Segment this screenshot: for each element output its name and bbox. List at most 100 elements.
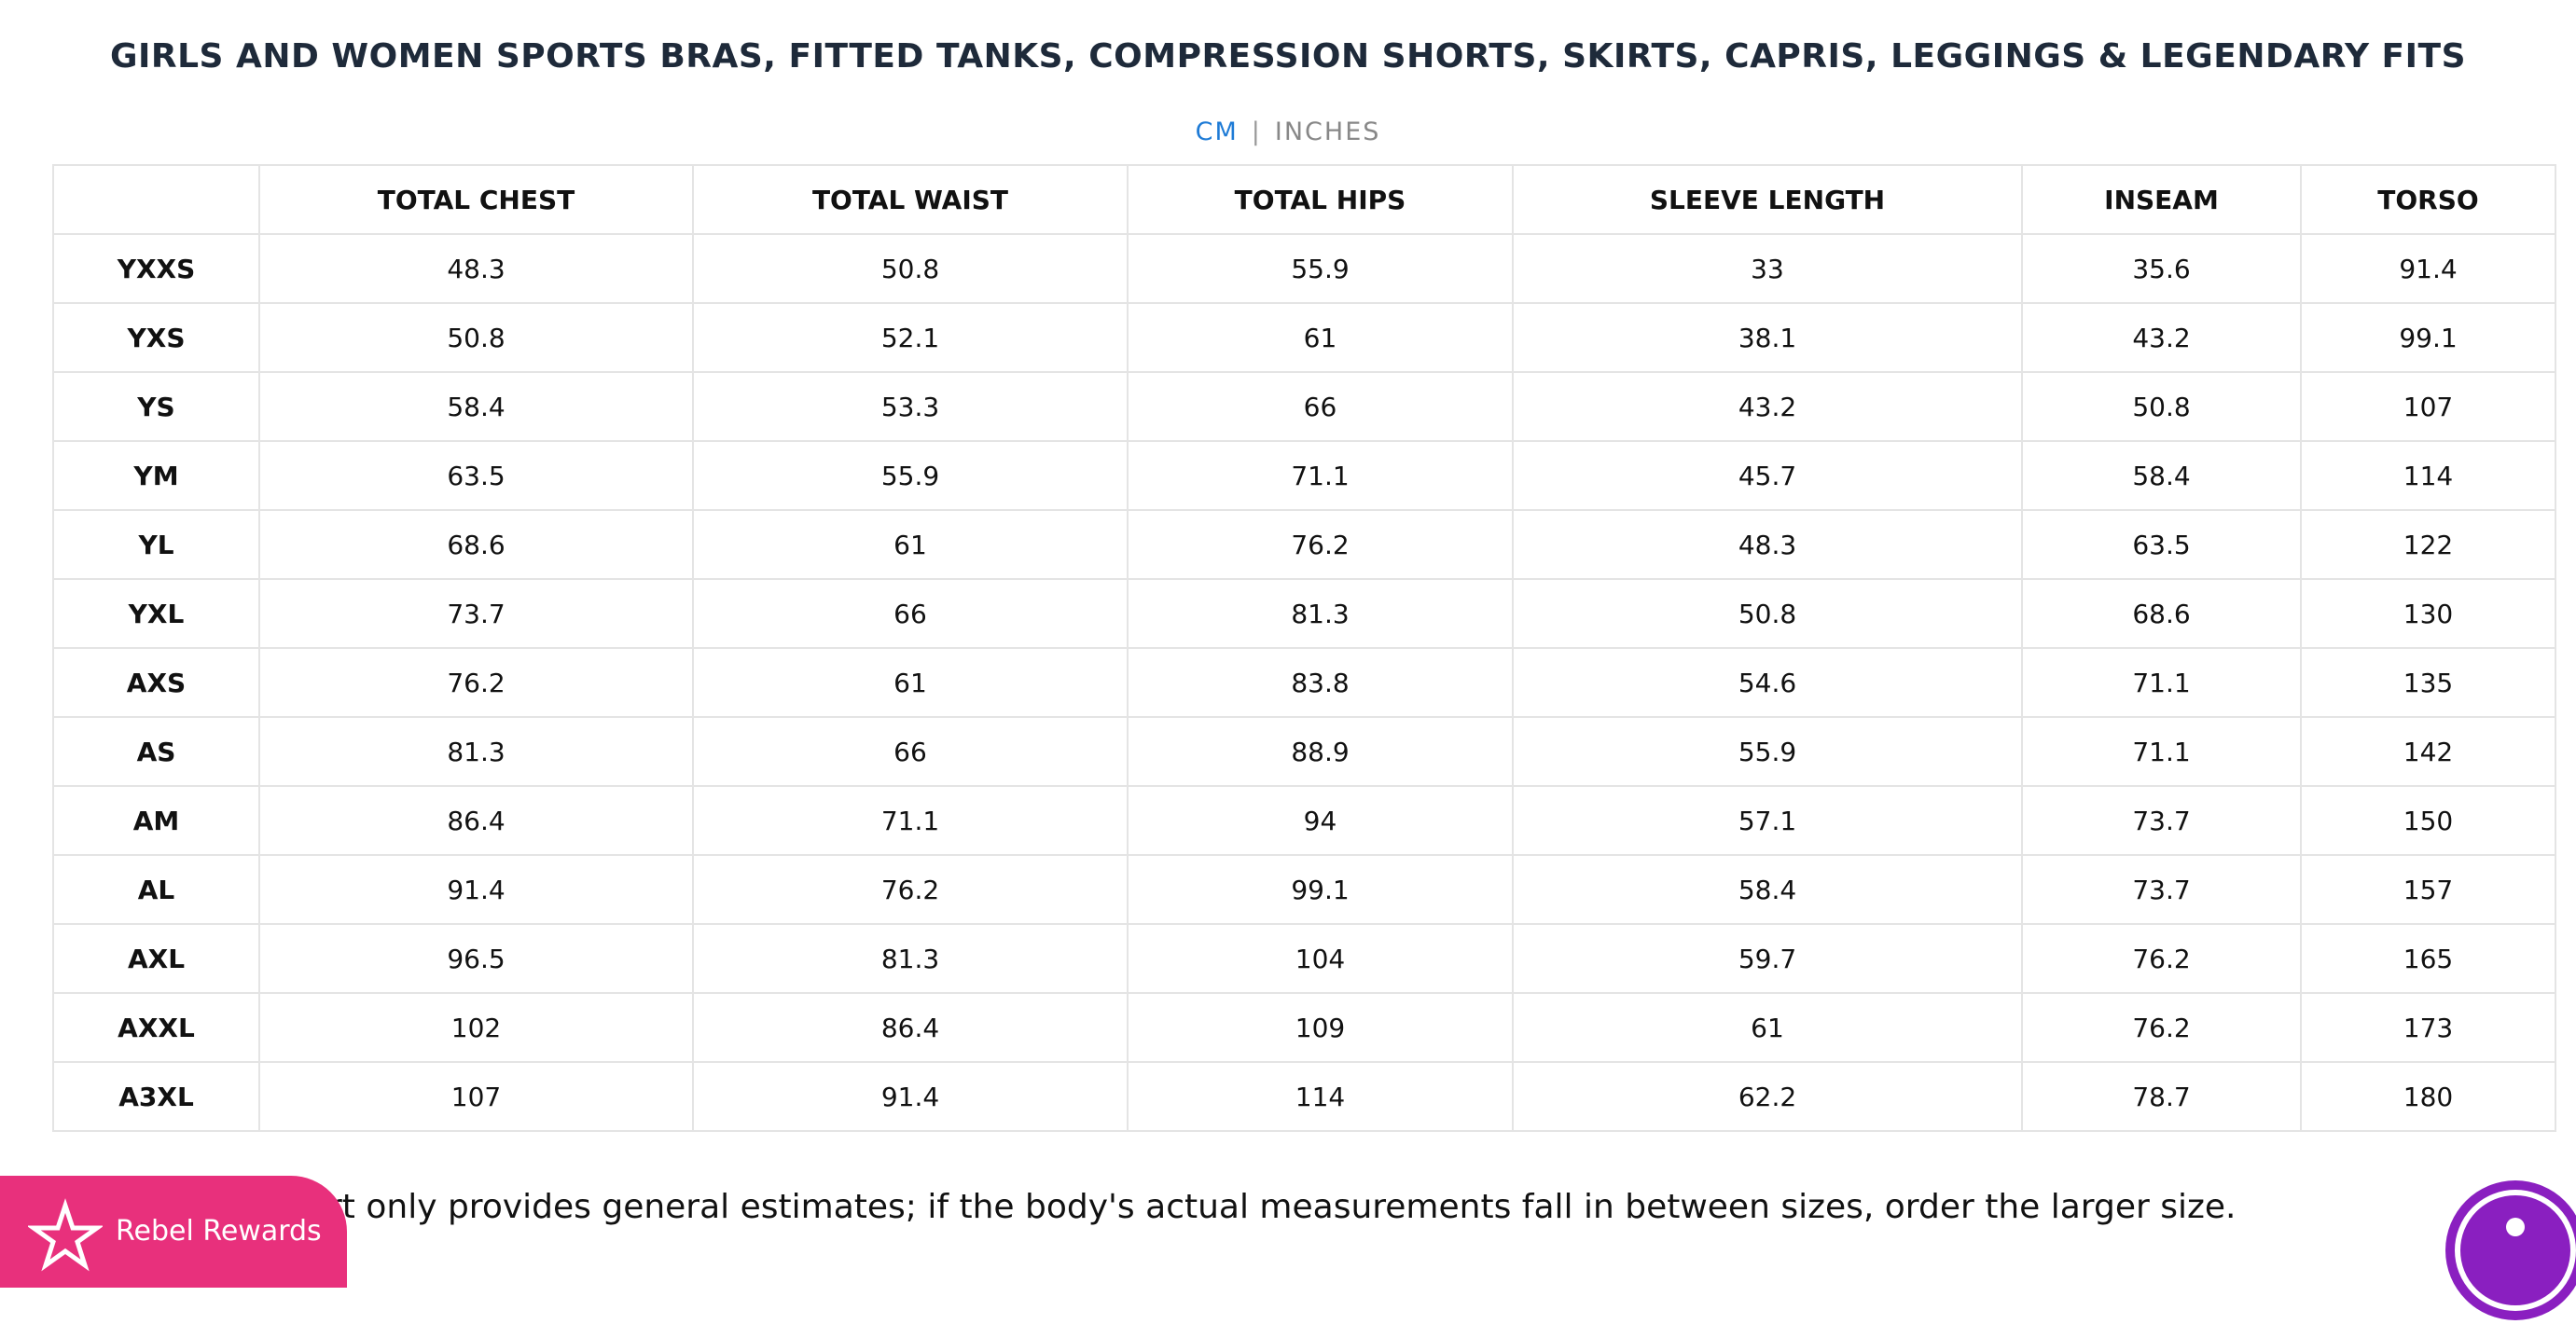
header-row: TOTAL CHEST TOTAL WAIST TOTAL HIPS SLEEVE L… (52, 164, 2556, 235)
cell: 114 (1127, 1061, 1514, 1132)
size-label: AXXL (52, 992, 260, 1063)
cell: 55.9 (692, 440, 1129, 511)
column-header: TOTAL WAIST (692, 164, 1129, 235)
cell: 122 (2300, 509, 2556, 580)
column-header: TOTAL HIPS (1127, 164, 1514, 235)
cell: 50.8 (258, 302, 694, 373)
cell: 114 (2300, 440, 2556, 511)
cell: 48.3 (1512, 509, 2023, 580)
cell: 58.4 (2021, 440, 2302, 511)
cell: 61 (692, 509, 1129, 580)
table-row: YL 68.6 61 76.2 48.3 63.5 122 (52, 509, 2556, 580)
cell: 107 (2300, 371, 2556, 442)
cell: 78.7 (2021, 1061, 2302, 1132)
page: GIRLS AND WOMEN SPORTS BRAS, FITTED TANK… (0, 37, 2576, 1320)
size-label: AL (52, 854, 260, 925)
cell: 165 (2300, 923, 2556, 994)
cell: 43.2 (1512, 371, 2023, 442)
note: rt only provides general estimates; if t… (328, 1188, 2237, 1226)
cell: 50.8 (1512, 578, 2023, 649)
cell: 99.1 (2300, 302, 2556, 373)
cell: 76.2 (2021, 992, 2302, 1063)
column-header (52, 164, 260, 235)
cell: 57.1 (1512, 785, 2023, 856)
column-header: TORSO (2300, 164, 2556, 235)
cell: 71.1 (1127, 440, 1514, 511)
cell: 62.2 (1512, 1061, 2023, 1132)
cell: 71.1 (2021, 716, 2302, 787)
cell: 76.2 (258, 647, 694, 718)
cell: 50.8 (692, 233, 1129, 304)
size-label: AS (52, 716, 260, 787)
size-label: YS (52, 371, 260, 442)
cell: 150 (2300, 785, 2556, 856)
cell: 53.3 (692, 371, 1129, 442)
cell: 66 (692, 716, 1129, 787)
cell: 81.3 (692, 923, 1129, 994)
cell: 107 (258, 1061, 694, 1132)
cell: 68.6 (258, 509, 694, 580)
cell: 35.6 (2021, 233, 2302, 304)
unit-inches[interactable]: INCHES (1274, 117, 1381, 146)
cell: 157 (2300, 854, 2556, 925)
cell: 61 (1127, 302, 1514, 373)
cell: 88.9 (1127, 716, 1514, 787)
cell: 130 (2300, 578, 2556, 649)
cell: 66 (1127, 371, 1514, 442)
help-button[interactable] (2445, 1180, 2576, 1320)
table-row: YXS 50.8 52.1 61 38.1 43.2 99.1 (52, 302, 2556, 373)
rewards-label: Rebel Rewards (116, 1215, 322, 1248)
table-row: AXS 76.2 61 83.8 54.6 71.1 135 (52, 647, 2556, 718)
title: GIRLS AND WOMEN SPORTS BRAS, FITTED TANK… (109, 37, 2467, 76)
cell: 73.7 (2021, 785, 2302, 856)
cell: 104 (1127, 923, 1514, 994)
cell: 173 (2300, 992, 2556, 1063)
cell: 48.3 (258, 233, 694, 304)
cell: 109 (1127, 992, 1514, 1063)
cell: 76.2 (2021, 923, 2302, 994)
size-label: A3XL (52, 1061, 260, 1132)
cell: 71.1 (2021, 647, 2302, 718)
cell: 50.8 (2021, 371, 2302, 442)
cell: 71.1 (692, 785, 1129, 856)
table-row: YM 63.5 55.9 71.1 45.7 58.4 114 (52, 440, 2556, 511)
size-label: YL (52, 509, 260, 580)
cell: 55.9 (1512, 716, 2023, 787)
cell: 38.1 (1512, 302, 2023, 373)
cell: 180 (2300, 1061, 2556, 1132)
size-label: YXS (52, 302, 260, 373)
column-header: TOTAL CHEST (258, 164, 694, 235)
cell: 142 (2300, 716, 2556, 787)
size-label: AXS (52, 647, 260, 718)
cell: 55.9 (1127, 233, 1514, 304)
cell: 66 (692, 578, 1129, 649)
size-table: TOTAL CHEST TOTAL WAIST TOTAL HIPS SLEEVE L… (52, 164, 2556, 1132)
cell: 52.1 (692, 302, 1129, 373)
cell: 91.4 (692, 1061, 1129, 1132)
cell: 58.4 (1512, 854, 2023, 925)
column-header: INSEAM (2021, 164, 2302, 235)
table-row: AXL 96.5 81.3 104 59.7 76.2 165 (52, 923, 2556, 994)
cell: 76.2 (1127, 509, 1514, 580)
cell: 91.4 (258, 854, 694, 925)
table-row: AL 91.4 76.2 99.1 58.4 73.7 157 (52, 854, 2556, 925)
table-row: YS 58.4 53.3 66 43.2 50.8 107 (52, 371, 2556, 442)
cell: 45.7 (1512, 440, 2023, 511)
cell: 94 (1127, 785, 1514, 856)
size-label: AXL (52, 923, 260, 994)
cell: 61 (692, 647, 1129, 718)
column-header: SLEEVE LENGTH (1512, 164, 2023, 235)
size-label: YXXS (52, 233, 260, 304)
cell: 58.4 (258, 371, 694, 442)
cell: 81.3 (1127, 578, 1514, 649)
cell: 102 (258, 992, 694, 1063)
size-label: YXL (52, 578, 260, 649)
size-label: AM (52, 785, 260, 856)
rewards-button[interactable]: Rebel Rewards (0, 1176, 347, 1288)
cell: 63.5 (258, 440, 694, 511)
cell: 63.5 (2021, 509, 2302, 580)
cell: 73.7 (258, 578, 694, 649)
cell: 54.6 (1512, 647, 2023, 718)
unit-toggle: CM | INCHES (0, 117, 2576, 146)
unit-cm[interactable]: CM (1195, 117, 1239, 146)
